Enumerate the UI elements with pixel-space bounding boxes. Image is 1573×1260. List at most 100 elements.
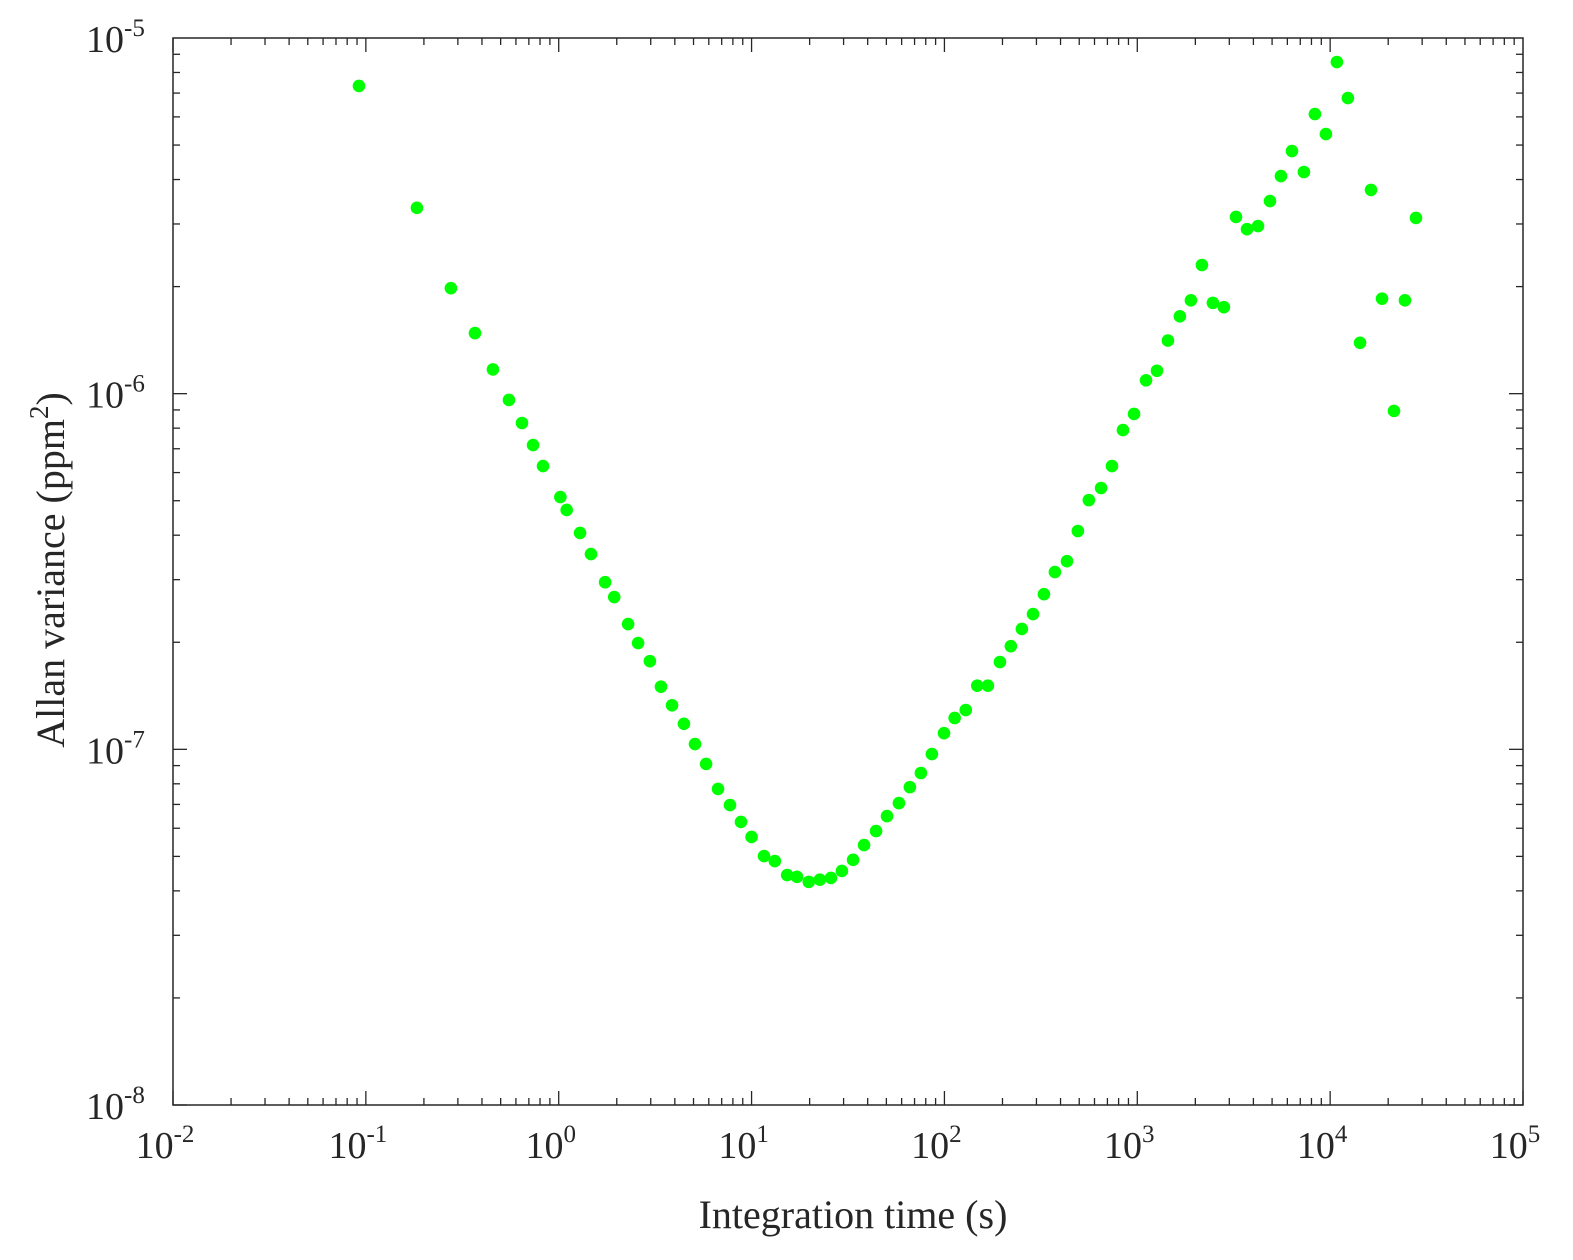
x-tick-label: 101 bbox=[718, 1121, 769, 1167]
data-point bbox=[1263, 194, 1277, 208]
data-point bbox=[1285, 144, 1299, 158]
axis-ticks bbox=[172, 38, 1524, 1106]
data-point bbox=[410, 201, 424, 215]
data-point bbox=[768, 854, 782, 868]
data-point bbox=[970, 679, 984, 692]
y-tick-label: 10-6 bbox=[86, 371, 145, 417]
data-point bbox=[1353, 336, 1367, 350]
data-point bbox=[1341, 91, 1355, 105]
x-tick-label: 10-2 bbox=[136, 1121, 195, 1167]
data-point bbox=[802, 875, 816, 889]
data-point bbox=[1116, 423, 1130, 437]
data-point bbox=[937, 726, 951, 740]
data-point bbox=[790, 870, 804, 884]
data-point bbox=[654, 680, 668, 694]
data-point bbox=[914, 766, 928, 780]
data-point bbox=[621, 617, 635, 631]
data-point bbox=[1060, 554, 1074, 568]
x-tick-label: 10-1 bbox=[328, 1121, 387, 1167]
data-point bbox=[723, 798, 737, 812]
data-point bbox=[857, 838, 871, 852]
data-point bbox=[1048, 565, 1062, 579]
y-axis-label: Allan variance (ppm2) bbox=[24, 392, 73, 748]
data-point bbox=[560, 503, 573, 517]
data-point bbox=[502, 393, 516, 407]
data-point bbox=[1217, 300, 1231, 314]
data-point bbox=[1308, 107, 1322, 121]
data-point bbox=[734, 815, 748, 829]
data-point bbox=[993, 655, 1007, 669]
data-point bbox=[1071, 524, 1085, 538]
data-point bbox=[1387, 404, 1401, 418]
data-point bbox=[959, 703, 973, 717]
plot-area-frame bbox=[172, 37, 1524, 1106]
data-point bbox=[486, 363, 500, 376]
data-point bbox=[1105, 459, 1119, 473]
data-point bbox=[1161, 334, 1175, 347]
data-point bbox=[1026, 607, 1040, 621]
data-point bbox=[903, 780, 917, 794]
data-point bbox=[688, 737, 702, 751]
data-point bbox=[1251, 219, 1265, 233]
data-point bbox=[1037, 587, 1051, 601]
x-tick-label: 102 bbox=[911, 1121, 962, 1167]
data-point bbox=[598, 575, 612, 589]
data-point bbox=[745, 830, 758, 844]
data-point bbox=[880, 809, 894, 823]
data-point bbox=[1195, 258, 1209, 272]
data-point bbox=[925, 747, 939, 761]
data-point bbox=[554, 490, 567, 504]
x-tick-label: 100 bbox=[525, 1121, 576, 1167]
data-point bbox=[1004, 639, 1018, 653]
data-point bbox=[1375, 292, 1389, 305]
data-point bbox=[948, 711, 961, 725]
data-point bbox=[1150, 364, 1164, 378]
data-point bbox=[1364, 183, 1378, 197]
data-point bbox=[1409, 211, 1423, 225]
data-point bbox=[1297, 165, 1311, 179]
data-point bbox=[846, 853, 860, 867]
data-point bbox=[892, 796, 906, 810]
data-point bbox=[780, 868, 794, 882]
data-point bbox=[1274, 169, 1288, 183]
data-point bbox=[573, 526, 587, 540]
data-point bbox=[699, 757, 713, 771]
data-point bbox=[711, 782, 725, 796]
data-point bbox=[526, 438, 540, 452]
data-point bbox=[643, 654, 657, 668]
data-points bbox=[352, 55, 1423, 889]
x-tick-label: 105 bbox=[1490, 1121, 1541, 1167]
data-point bbox=[607, 590, 621, 604]
data-point bbox=[631, 636, 645, 650]
data-point bbox=[1398, 294, 1412, 307]
data-point bbox=[1082, 493, 1096, 507]
y-tick-label: 10-5 bbox=[86, 15, 145, 61]
data-point bbox=[1094, 481, 1108, 495]
data-point bbox=[468, 326, 482, 340]
data-point bbox=[869, 824, 883, 838]
data-point bbox=[536, 459, 550, 473]
data-point bbox=[665, 698, 679, 712]
x-tick-label: 104 bbox=[1297, 1121, 1348, 1167]
data-point bbox=[824, 871, 838, 885]
y-tick-label: 10-7 bbox=[86, 726, 145, 772]
data-point bbox=[835, 864, 849, 878]
data-point bbox=[1127, 407, 1141, 421]
data-point bbox=[813, 873, 827, 886]
data-point bbox=[1173, 310, 1187, 323]
x-axis-label: Integration time (s) bbox=[699, 1192, 1008, 1237]
data-point bbox=[444, 281, 458, 295]
data-point bbox=[1229, 210, 1243, 224]
y-tick-label: 10-8 bbox=[86, 1082, 145, 1128]
data-point bbox=[1240, 222, 1254, 236]
data-point bbox=[515, 416, 529, 430]
data-point bbox=[1015, 622, 1029, 636]
data-point bbox=[1319, 127, 1333, 141]
data-point bbox=[584, 547, 598, 561]
data-point bbox=[352, 79, 366, 93]
data-point bbox=[757, 849, 771, 863]
data-point bbox=[1139, 374, 1153, 387]
data-point bbox=[677, 717, 691, 731]
y-tick-labels: 10-8 10-7 10-6 10-5 bbox=[86, 15, 145, 1128]
